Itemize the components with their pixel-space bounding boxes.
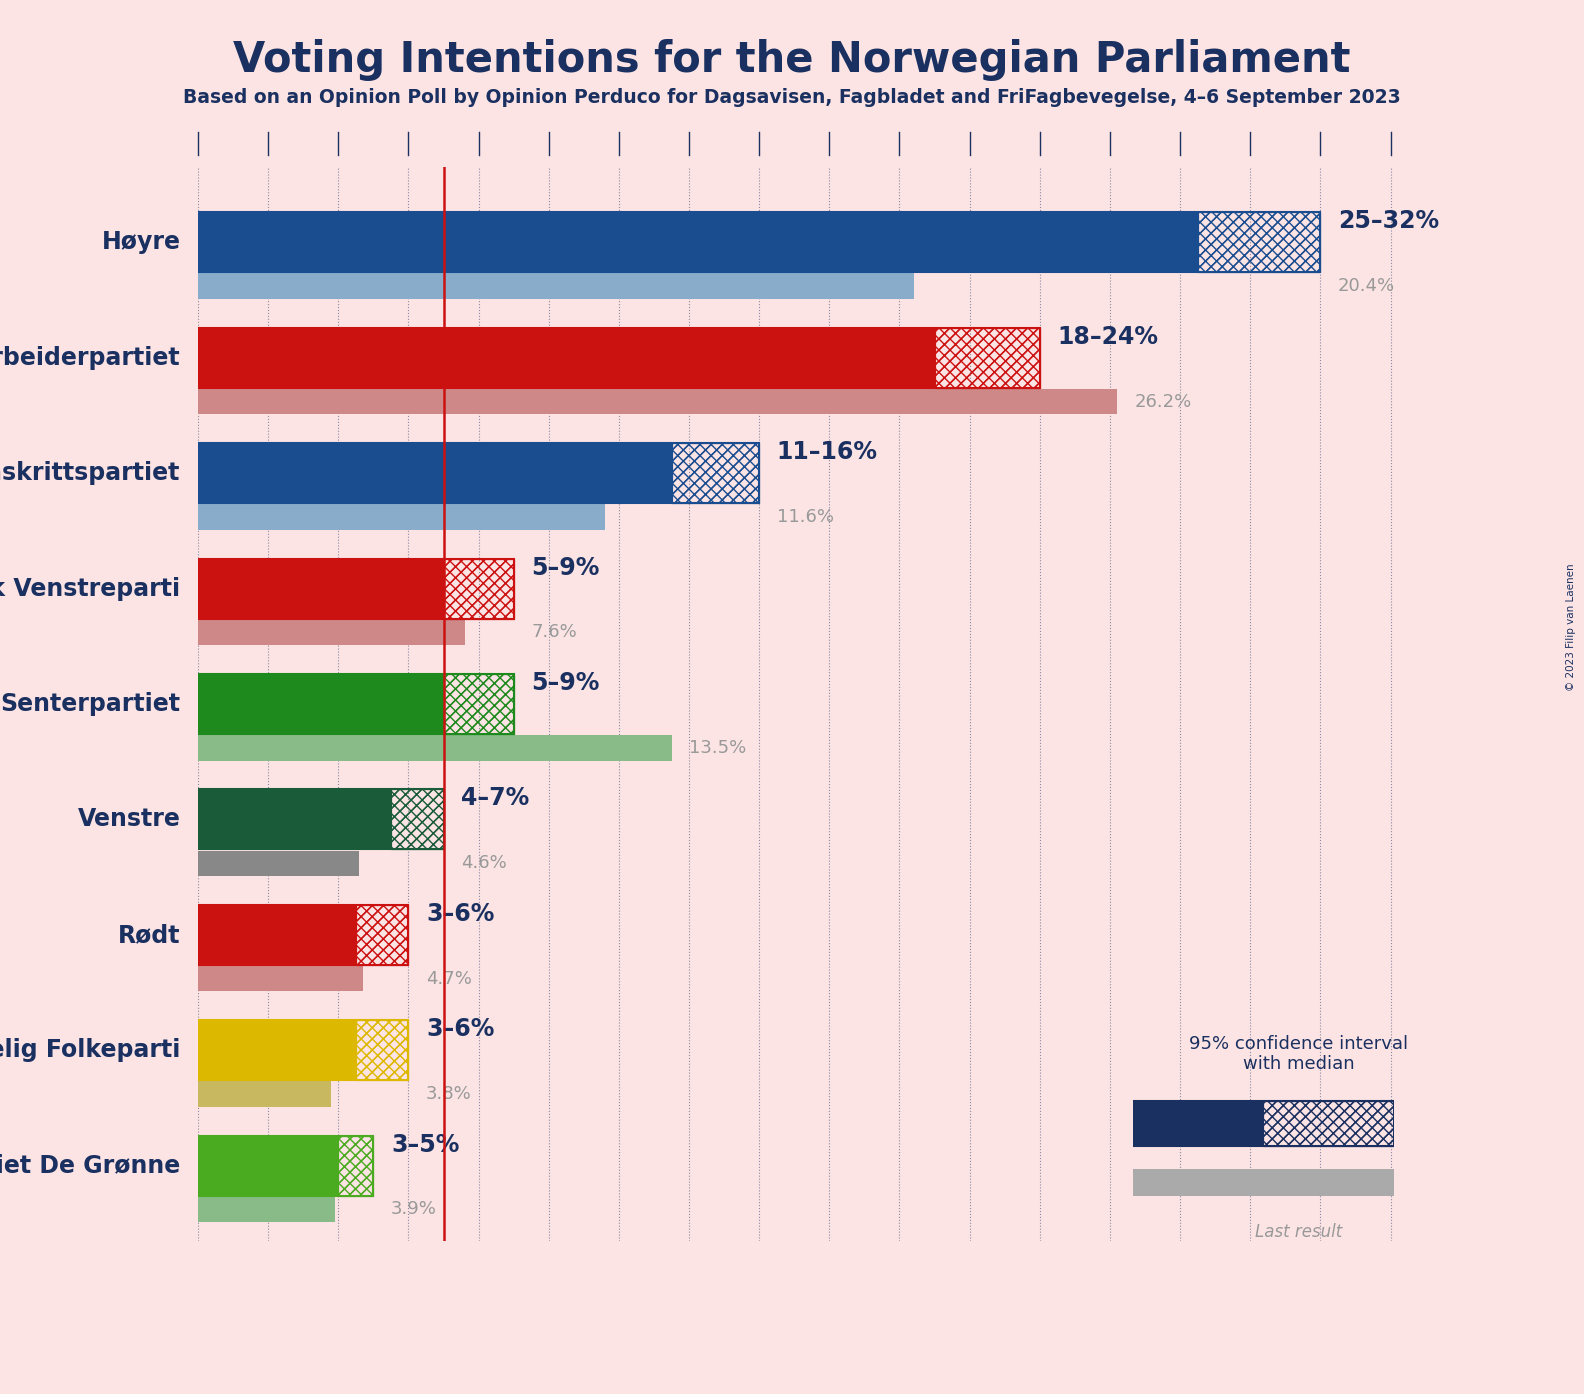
Bar (198, 673, 444, 735)
Text: 5–9%: 5–9% (531, 556, 600, 580)
Text: 3–5%: 3–5% (391, 1133, 459, 1157)
Text: Venstre: Venstre (78, 807, 181, 831)
Bar (444, 673, 513, 735)
Bar (672, 443, 759, 503)
Text: 3.9%: 3.9% (391, 1200, 437, 1218)
Bar (1264, 1101, 1394, 1146)
Bar (198, 905, 409, 965)
Bar (198, 850, 360, 875)
Bar (444, 559, 513, 619)
Bar (935, 328, 1039, 388)
Bar (356, 905, 409, 965)
Text: Senterpartiet: Senterpartiet (0, 691, 181, 717)
Text: Miljøpartiet De Grønne: Miljøpartiet De Grønne (0, 1154, 181, 1178)
Text: Sosialistisk Venstreparti: Sosialistisk Venstreparti (0, 577, 181, 601)
Bar (198, 1082, 331, 1107)
Bar (198, 1136, 339, 1196)
Bar (198, 443, 759, 503)
Bar (356, 1020, 409, 1080)
Bar (198, 1020, 409, 1080)
Bar (356, 905, 409, 965)
Bar (198, 673, 513, 735)
Text: 13.5%: 13.5% (689, 739, 746, 757)
Text: Voting Intentions for the Norwegian Parliament: Voting Intentions for the Norwegian Parl… (233, 39, 1351, 81)
Text: 20.4%: 20.4% (1338, 277, 1396, 296)
Text: 26.2%: 26.2% (1134, 393, 1191, 411)
Bar (1198, 212, 1321, 272)
Text: 18–24%: 18–24% (1058, 325, 1158, 348)
Text: Fremskrittspartiet: Fremskrittspartiet (0, 461, 181, 485)
Bar (198, 212, 1198, 272)
Bar (391, 789, 444, 849)
Bar (198, 443, 759, 503)
Bar (1198, 212, 1321, 272)
Bar (198, 559, 444, 619)
Bar (198, 328, 1039, 388)
Text: Høyre: Høyre (101, 230, 181, 254)
Bar (1133, 1170, 1394, 1196)
Bar (198, 905, 356, 965)
Text: 11–16%: 11–16% (776, 441, 878, 464)
Bar (935, 328, 1039, 388)
Bar (198, 1020, 356, 1080)
Bar (444, 559, 513, 619)
Bar (198, 1197, 334, 1223)
Text: Rødt: Rødt (117, 923, 181, 947)
Text: 4.6%: 4.6% (461, 855, 507, 873)
Bar (198, 328, 1039, 388)
Bar (198, 559, 513, 619)
Text: 3.8%: 3.8% (426, 1085, 472, 1103)
Bar (356, 1020, 409, 1080)
Text: Based on an Opinion Poll by Opinion Perduco for Dagsavisen, Fagbladet and FriFag: Based on an Opinion Poll by Opinion Perd… (184, 88, 1400, 107)
Text: 3–6%: 3–6% (426, 902, 494, 926)
Bar (198, 673, 513, 735)
Bar (198, 389, 1117, 414)
Bar (1133, 1101, 1264, 1146)
Bar (198, 212, 1321, 272)
Bar (1133, 1101, 1394, 1146)
Bar (198, 443, 672, 503)
Bar (198, 789, 444, 849)
Bar (198, 966, 363, 991)
Bar (198, 1136, 374, 1196)
Text: Kristelig Folkeparti: Kristelig Folkeparti (0, 1039, 181, 1062)
Bar (339, 1136, 374, 1196)
Bar (198, 735, 672, 761)
Text: 5–9%: 5–9% (531, 671, 600, 696)
Text: Last result: Last result (1255, 1223, 1343, 1241)
Bar (198, 273, 914, 298)
Text: 25–32%: 25–32% (1338, 209, 1438, 233)
Text: Arbeiderpartiet: Arbeiderpartiet (0, 346, 181, 369)
Bar (198, 789, 444, 849)
Bar (198, 620, 464, 645)
Text: 3–6%: 3–6% (426, 1018, 494, 1041)
Bar (1264, 1101, 1394, 1146)
Text: 95% confidence interval
with median: 95% confidence interval with median (1190, 1034, 1408, 1073)
Bar (198, 559, 513, 619)
Text: 4.7%: 4.7% (426, 970, 472, 988)
Bar (198, 328, 935, 388)
Bar (198, 212, 1321, 272)
Bar (444, 673, 513, 735)
Bar (672, 443, 759, 503)
Text: 11.6%: 11.6% (776, 507, 833, 526)
Text: © 2023 Filip van Laenen: © 2023 Filip van Laenen (1567, 563, 1576, 691)
Bar (198, 1136, 374, 1196)
Bar (339, 1136, 374, 1196)
Bar (391, 789, 444, 849)
Text: 4–7%: 4–7% (461, 786, 529, 810)
Bar (198, 505, 605, 530)
Bar (198, 905, 409, 965)
Bar (198, 789, 391, 849)
Text: 7.6%: 7.6% (531, 623, 577, 641)
Bar (198, 1020, 409, 1080)
